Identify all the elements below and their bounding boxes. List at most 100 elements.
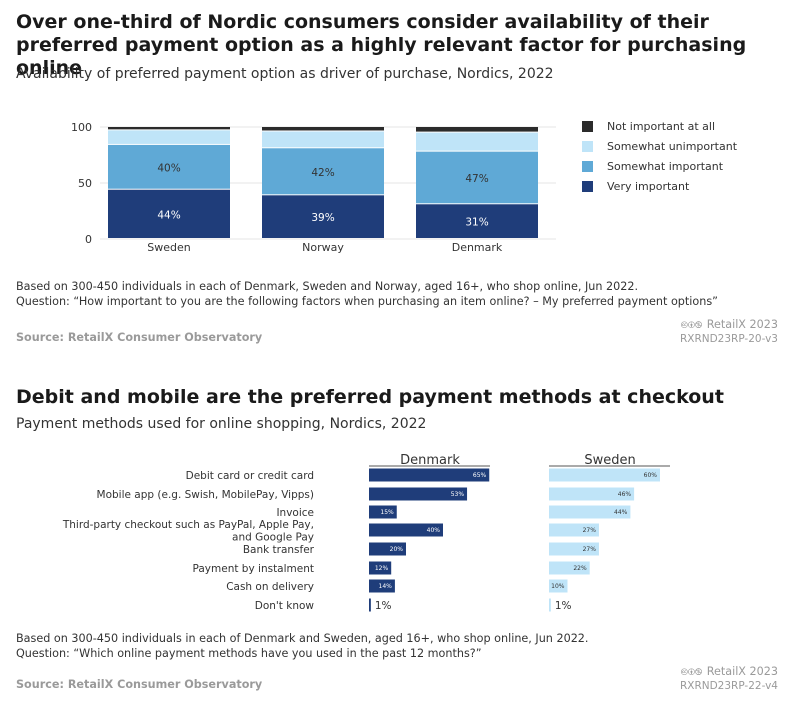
data-label: 65% xyxy=(473,472,487,479)
chart2-note-line2: Question: “Which online payment methods … xyxy=(16,646,482,660)
bar xyxy=(369,487,468,501)
legend-item: Not important at all xyxy=(582,116,737,136)
legend-label: Very important xyxy=(607,179,690,193)
chart1-brand: 🅭🅯🄏 RetailX 2023 xyxy=(681,318,778,332)
data-label: 40% xyxy=(427,527,441,534)
chart1-note: Based on 300-450 individuals in each of … xyxy=(16,280,718,309)
x-tick-label: Sweden xyxy=(147,241,190,254)
category-label-line: and Google Pay xyxy=(232,531,314,543)
data-label: 44% xyxy=(614,509,628,516)
bar-segment xyxy=(262,131,384,148)
legend-swatch xyxy=(582,140,593,152)
bar xyxy=(549,487,635,501)
bar xyxy=(369,579,395,593)
y-tick-label: 50 xyxy=(78,177,92,190)
chart1-note-line1: Based on 300-450 individuals in each of … xyxy=(16,280,639,293)
category-label: Bank transfer xyxy=(243,544,315,556)
chart1-title: Over one-third of Nordic consumers consi… xyxy=(16,11,747,79)
y-tick-label: 100 xyxy=(71,121,92,134)
category-label-line: Debit card or credit card xyxy=(186,470,314,482)
panel-header: Denmark xyxy=(400,453,460,468)
bar xyxy=(549,468,660,482)
bar xyxy=(549,561,590,575)
category-label-line: Don't know xyxy=(255,600,315,612)
x-tick-label: Norway xyxy=(302,241,344,254)
chart2-title: Debit and mobile are the preferred payme… xyxy=(16,386,724,408)
bar-segment xyxy=(262,195,384,238)
data-label: 53% xyxy=(451,491,465,498)
category-label: Cash on delivery xyxy=(226,581,314,593)
data-label: 1% xyxy=(555,600,572,612)
data-label: 39% xyxy=(311,212,334,224)
data-label: 22% xyxy=(573,565,587,572)
creative-commons-icon: 🅭🅯🄏 xyxy=(681,320,703,331)
legend-swatch xyxy=(582,160,593,172)
creative-commons-icon: 🅭🅯🄏 xyxy=(681,667,703,678)
category-label-line: Third-party checkout such as PayPal, App… xyxy=(62,519,314,531)
bar xyxy=(369,523,443,537)
data-label: 42% xyxy=(311,167,334,179)
legend-swatch xyxy=(582,180,593,192)
bar xyxy=(369,505,397,519)
horizontal-bar-chart: Denmark 65% 53% 15% 40% 20% 12% 14% 1% Sweden 60% 4… xyxy=(62,453,670,612)
category-label: Debit card or credit card xyxy=(186,470,314,482)
chart2-note: Based on 300-450 individuals in each of … xyxy=(16,632,589,661)
bar xyxy=(549,542,599,556)
bar xyxy=(549,598,551,612)
data-label: 20% xyxy=(390,546,404,553)
legend-label: Somewhat important xyxy=(607,159,724,173)
chart2-brand: 🅭🅯🄏 RetailX 2023 xyxy=(681,665,778,679)
legend-item: Very important xyxy=(582,176,737,196)
bar-segment xyxy=(108,127,230,130)
x-tick-label: Denmark xyxy=(452,241,503,254)
bar xyxy=(549,579,568,593)
chart2-note-line1: Based on 300-450 individuals in each of … xyxy=(16,632,589,645)
legend-item: Somewhat important xyxy=(582,156,737,176)
chart2-source: Source: RetailX Consumer Observatory xyxy=(16,678,263,691)
data-label: 46% xyxy=(618,491,632,498)
category-label-line: Cash on delivery xyxy=(226,581,314,593)
data-label: 31% xyxy=(465,217,488,229)
bar xyxy=(549,505,631,519)
data-label: 10% xyxy=(551,583,565,590)
data-label: 60% xyxy=(644,472,658,479)
bar-segment xyxy=(416,127,538,132)
chart1-legend: Not important at all Somewhat unimportant… xyxy=(582,116,737,196)
data-label: 44% xyxy=(157,209,180,221)
data-label: 14% xyxy=(379,583,393,590)
chart1-source: Source: RetailX Consumer Observatory xyxy=(16,331,263,344)
bar-segment xyxy=(108,144,230,189)
chart2-code: RXRND23RP-22-v4 xyxy=(679,680,778,692)
category-label: Don't know xyxy=(255,600,315,612)
chart1-note-line2: Question: “How important to you are the … xyxy=(16,294,718,308)
category-label: Mobile app (e.g. Swish, MobilePay, Vipps… xyxy=(97,489,314,501)
bar xyxy=(549,523,599,537)
category-label: Third-party checkout such as PayPal, App… xyxy=(62,519,314,544)
chart2-brand-text: RetailX 2023 xyxy=(706,665,778,678)
category-label: Payment by instalment xyxy=(193,563,315,575)
bar-segment xyxy=(416,132,538,151)
legend-swatch xyxy=(582,120,593,132)
category-label-line: Mobile app (e.g. Swish, MobilePay, Vipps… xyxy=(97,489,314,501)
bar-segment xyxy=(416,151,538,204)
y-tick-label: 0 xyxy=(85,233,92,246)
stacked-bar-chart: 0 50 100 44% 40% Sweden 39% 42% Norway 31% 47% Denm… xyxy=(71,121,556,254)
data-label: 40% xyxy=(157,162,180,174)
panel-header: Sweden xyxy=(584,453,635,468)
data-label: 15% xyxy=(380,509,394,516)
legend-label: Not important at all xyxy=(607,119,716,133)
data-label: 27% xyxy=(583,527,597,534)
legend-label: Somewhat unimportant xyxy=(607,139,738,153)
bar-segment xyxy=(108,189,230,238)
data-label: 12% xyxy=(375,565,389,572)
category-label-line: Bank transfer xyxy=(243,544,315,556)
bar-segment xyxy=(416,204,538,238)
data-label: 47% xyxy=(465,173,488,185)
bar xyxy=(369,542,406,556)
chart2-subtitle: Payment methods used for online shopping… xyxy=(16,416,427,432)
category-label-line: Payment by instalment xyxy=(193,563,315,575)
chart1-subtitle: Availability of preferred payment option… xyxy=(16,66,554,82)
bar-segment xyxy=(262,127,384,131)
data-label: 1% xyxy=(375,600,392,612)
chart1-code: RXRND23RP-20-v3 xyxy=(679,333,778,345)
